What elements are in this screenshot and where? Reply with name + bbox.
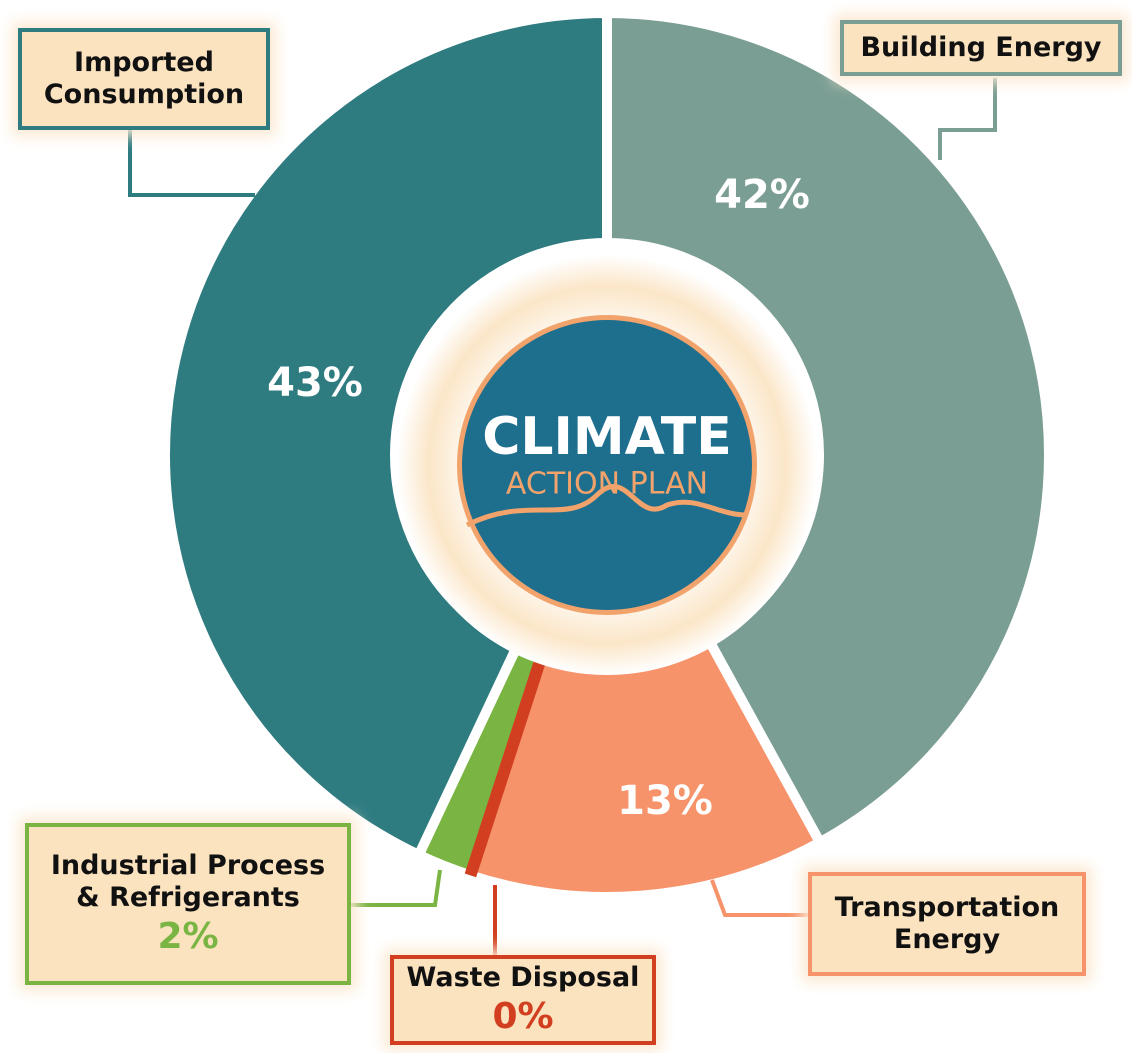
value-label: 0%: [492, 995, 554, 1037]
category-box: Waste Disposal 0%: [390, 955, 656, 1045]
category-label: Imported Consumption: [43, 46, 245, 110]
value-label: 42%: [714, 172, 810, 218]
logo-river: [465, 484, 748, 528]
value-label: 2%: [157, 915, 219, 957]
category-box: Imported Consumption: [18, 28, 270, 130]
connector: [351, 869, 442, 907]
category-label: Building Energy: [860, 31, 1102, 63]
category-box: Building Energy: [840, 20, 1122, 76]
connector: [128, 130, 255, 197]
connector: [938, 78, 997, 160]
value-label: 43%: [267, 360, 363, 406]
value-label: 13%: [617, 778, 713, 824]
category-label: Waste Disposal: [406, 962, 640, 994]
donut-slice: [160, 7, 612, 862]
category-label: Transportation Energy: [834, 891, 1060, 955]
category-box: Industrial Process & Refrigerants 2%: [25, 823, 351, 985]
donut-slice: [602, 7, 1054, 850]
category-box: Transportation Energy: [808, 872, 1086, 976]
logo: [462, 320, 752, 610]
connector: [710, 879, 808, 917]
logo-title: CLIMATE: [482, 407, 732, 467]
category-label: Industrial Process & Refrigerants: [50, 850, 326, 914]
logo-subtitle: ACTION PLAN: [506, 467, 708, 502]
